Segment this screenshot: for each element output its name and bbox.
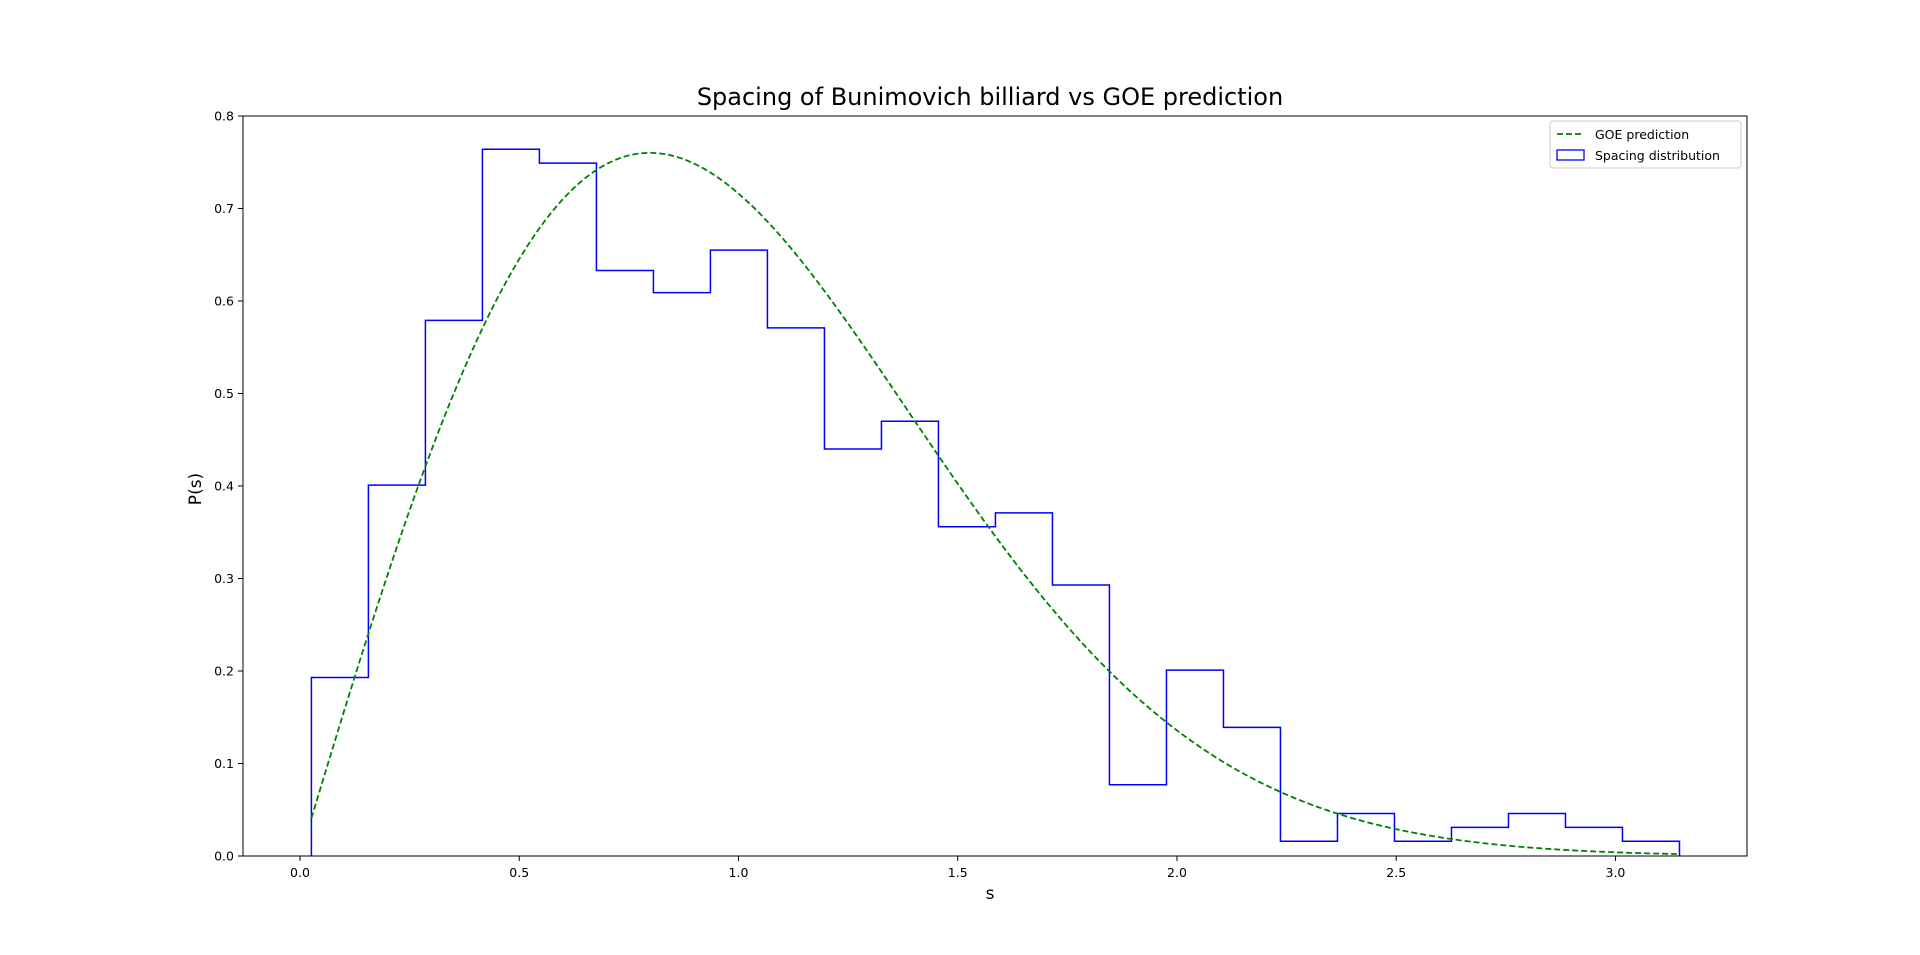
- legend-goe-label: GOE prediction: [1595, 127, 1689, 142]
- legend-box: [1549, 120, 1742, 169]
- y-tick-label: 0.1: [214, 756, 234, 771]
- x-tick-label: 1.5: [948, 865, 968, 880]
- x-tick-label: 1.0: [729, 865, 749, 880]
- y-tick-label: 0.6: [214, 294, 234, 309]
- x-tick-label: 0.5: [509, 865, 529, 880]
- y-tick-label: 0.4: [214, 479, 234, 494]
- x-tick-label: 3.0: [1606, 865, 1626, 880]
- y-tick-label: 0.8: [214, 109, 234, 124]
- x-axis-label: s: [986, 884, 995, 904]
- plot-background: [243, 116, 1747, 856]
- legend: GOE prediction Spacing distribution: [1549, 120, 1742, 169]
- plot-area: 0.0 0.5 1.0 1.5 2.0 2.5 3.0 0.0 0.1 0.2 0.3 0.4 0.5 0…: [214, 109, 1748, 880]
- y-tick-label: 0.3: [214, 571, 234, 586]
- y-tick-label: 0.5: [214, 386, 234, 401]
- legend-histogram-swatch: [1556, 149, 1585, 161]
- x-tick-label: 0.0: [290, 865, 310, 880]
- legend-histogram-label: Spacing distribution: [1595, 148, 1720, 163]
- y-axis-label: P(s): [186, 473, 206, 505]
- y-tick-label: 0.7: [214, 201, 234, 216]
- x-tick-label: 2.5: [1386, 865, 1406, 880]
- y-tick-label: 0.0: [214, 849, 234, 864]
- x-tick-label: 2.0: [1167, 865, 1187, 880]
- goe-prediction-curve: [310, 151, 1677, 855]
- y-tick-label: 0.2: [214, 664, 234, 679]
- chart-title: Spacing of Bunimovich billiard vs GOE pr…: [697, 83, 1283, 111]
- spacing-distribution-histogram: [310, 148, 1681, 856]
